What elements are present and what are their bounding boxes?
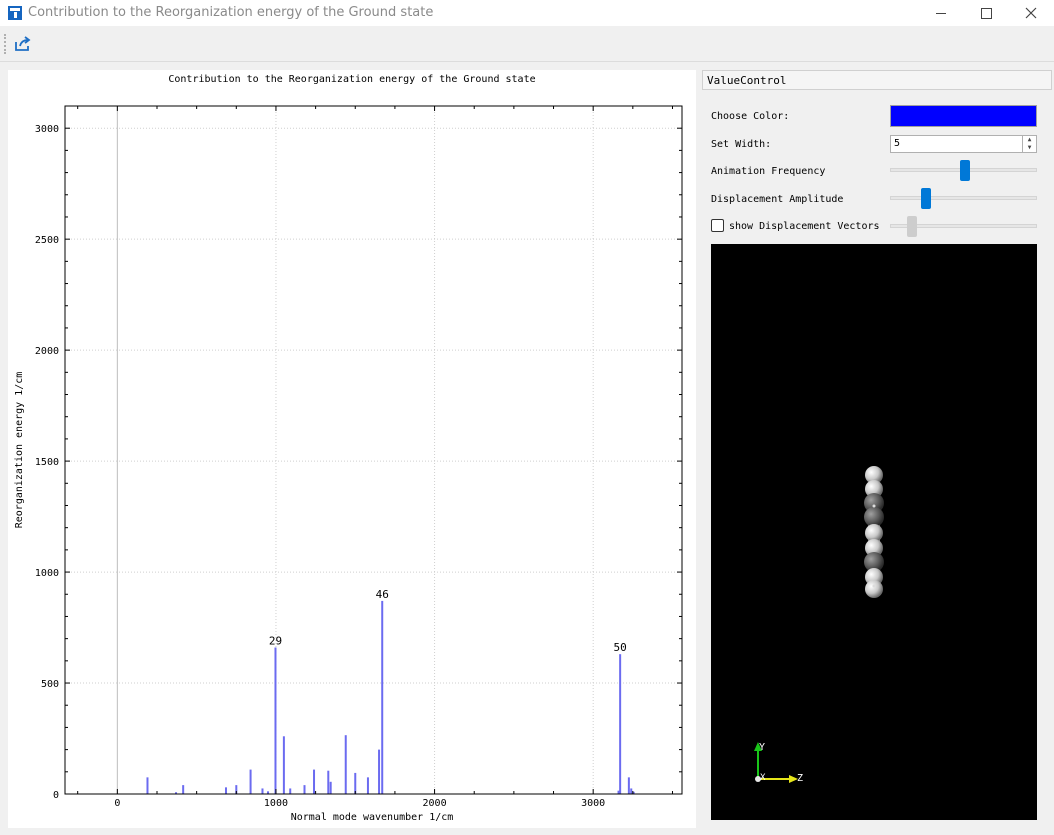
set-width-label: Set Width: bbox=[711, 139, 772, 150]
chart-bar bbox=[630, 788, 633, 794]
chart-bar bbox=[274, 647, 277, 794]
chart-y-axis-label: Reorganization energy 1/cm bbox=[14, 372, 25, 529]
y-tick-label: 3000 bbox=[35, 124, 59, 135]
chart-x-axis-label: Normal mode wavenumber 1/cm bbox=[291, 812, 454, 823]
window-title: Contribution to the Reorganization energ… bbox=[28, 5, 434, 20]
width-spinbox[interactable]: 5 ▲ ▼ bbox=[890, 135, 1037, 153]
y-tick-label: 0 bbox=[53, 790, 59, 801]
chart-title: Contribution to the Reorganization energ… bbox=[168, 74, 535, 85]
chart-grid bbox=[65, 106, 682, 794]
molecule-3d-viewer[interactable]: Y X Z bbox=[711, 244, 1037, 820]
axis-y-label: Y bbox=[759, 742, 765, 753]
show-vectors-checkbox[interactable] bbox=[711, 219, 724, 232]
chart-bar bbox=[235, 785, 238, 794]
y-tick-label: 2000 bbox=[35, 346, 59, 357]
displacement-amplitude-label: Displacement Amplitude bbox=[711, 194, 844, 205]
chart-bar bbox=[627, 777, 630, 794]
spin-buttons: ▲ ▼ bbox=[1022, 136, 1036, 152]
tab-valuecontrol[interactable]: ValueControl bbox=[702, 70, 1052, 90]
chart-bar bbox=[366, 777, 369, 794]
chart-bar bbox=[175, 792, 178, 794]
close-icon bbox=[1025, 7, 1037, 19]
molecule bbox=[864, 466, 884, 598]
chart-bar bbox=[378, 749, 381, 794]
animation-frequency-slider[interactable] bbox=[890, 160, 1037, 181]
bar-annotation: 29 bbox=[269, 635, 282, 648]
chart-bar bbox=[632, 791, 635, 794]
chart-bar bbox=[617, 790, 620, 794]
bar-annotation: 50 bbox=[614, 641, 627, 654]
x-axis-dot bbox=[755, 776, 761, 782]
spin-down-button[interactable]: ▼ bbox=[1027, 144, 1032, 151]
chart-axes: 0 1000 2000 3000 0 500 1000 1500 2000 2500 3000 29 4… bbox=[35, 105, 683, 809]
animation-frequency-label: Animation Frequency bbox=[711, 166, 826, 177]
chart-bar bbox=[146, 777, 149, 794]
y-tick-label: 1000 bbox=[35, 568, 59, 579]
width-value: 5 bbox=[894, 138, 901, 149]
y-tick-label: 2500 bbox=[35, 235, 59, 246]
chart-bar bbox=[289, 788, 292, 794]
x-tick-label: 0 bbox=[114, 798, 120, 809]
axis-z-label: Z bbox=[797, 773, 803, 784]
export-button[interactable] bbox=[12, 34, 34, 54]
minimize-button[interactable] bbox=[918, 0, 964, 26]
x-tick-label: 3000 bbox=[581, 798, 605, 809]
value-control-panel: ValueControl Choose Color: Set Width: 5 … bbox=[702, 70, 1052, 830]
axis-triad: Y X Z bbox=[754, 742, 803, 784]
color-picker-button[interactable] bbox=[890, 105, 1037, 127]
show-vectors-label: show Displacement Vectors bbox=[729, 221, 880, 232]
animation-frequency-handle[interactable] bbox=[959, 160, 970, 181]
maximize-button[interactable] bbox=[963, 0, 1009, 26]
spin-up-button[interactable]: ▲ bbox=[1027, 136, 1032, 143]
chart-bar bbox=[224, 787, 227, 794]
displacement-amplitude-slider[interactable] bbox=[890, 188, 1037, 209]
chart-bar bbox=[249, 769, 252, 794]
chart-bar bbox=[313, 769, 316, 794]
title-bar: Contribution to the Reorganization energ… bbox=[0, 0, 1054, 26]
x-tick-label: 2000 bbox=[423, 798, 447, 809]
y-tick-label: 1500 bbox=[35, 457, 59, 468]
app-icon bbox=[8, 6, 22, 20]
chart-bar bbox=[267, 791, 270, 794]
show-vectors-slider[interactable] bbox=[890, 216, 1037, 237]
chart-bars bbox=[146, 600, 635, 794]
molecule-render: Y X Z bbox=[754, 466, 884, 784]
chart-bar bbox=[381, 600, 384, 794]
choose-color-label: Choose Color: bbox=[711, 111, 790, 122]
close-button[interactable] bbox=[1008, 0, 1054, 26]
chart-bar bbox=[344, 735, 347, 794]
y-tick-label: 500 bbox=[41, 679, 59, 690]
toolbar bbox=[0, 26, 1054, 62]
chart-bar bbox=[619, 654, 622, 794]
plot-panel: 0 1000 2000 3000 0 500 1000 1500 2000 2500 3000 29 4… bbox=[8, 70, 696, 828]
reorganization-energy-chart[interactable]: 0 1000 2000 3000 0 500 1000 1500 2000 2500 3000 29 4… bbox=[8, 70, 696, 828]
chart-bar bbox=[303, 785, 306, 794]
show-vectors-handle[interactable] bbox=[907, 216, 918, 237]
plot-frame bbox=[64, 105, 683, 795]
chart-bar bbox=[329, 781, 332, 794]
chart-bar bbox=[261, 788, 264, 794]
x-tick-label: 1000 bbox=[264, 798, 288, 809]
axis-x-label: X bbox=[760, 773, 766, 783]
toolbar-grip[interactable] bbox=[4, 34, 6, 54]
chart-bar bbox=[354, 772, 357, 794]
export-icon bbox=[15, 36, 31, 51]
chart-bar bbox=[182, 785, 185, 794]
displacement-amplitude-handle[interactable] bbox=[921, 188, 932, 209]
chart-bar bbox=[327, 770, 330, 794]
chart-bar bbox=[282, 736, 285, 794]
bar-annotation: 46 bbox=[376, 588, 389, 601]
